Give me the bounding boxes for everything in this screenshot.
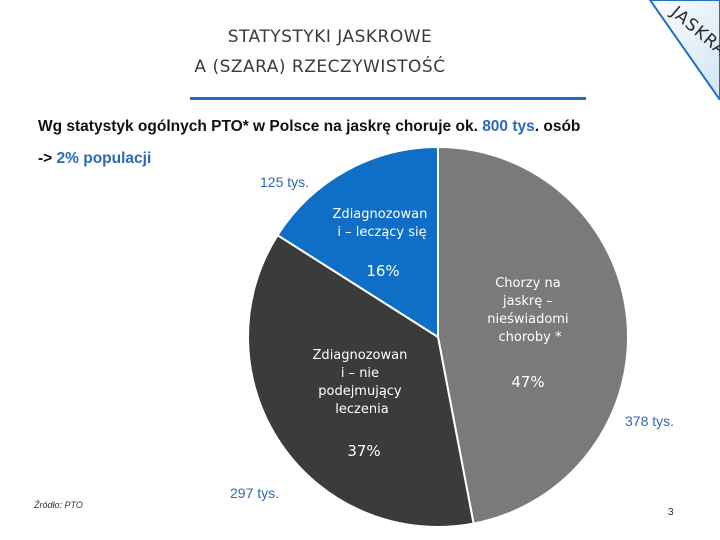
treated-label-line-2: i – leczący się — [337, 225, 426, 240]
subline: -> 2% populacji — [38, 150, 151, 168]
page-number: 3 — [668, 507, 674, 518]
unaware-count-label: 378 tys. — [625, 413, 674, 429]
unaware-label-line-3: nieświadomi — [487, 312, 568, 327]
headline-text-before: Wg statystyk ogólnych PTO* w Polsce na j… — [38, 118, 483, 135]
title-line-1: STATYSTYKI JASKROWE — [227, 27, 433, 47]
corner-badge: JASKRA — [648, 0, 720, 100]
svg-text:Zdiagnozowan i – leczący s: Zdiagnozowan i – leczący się — [333, 207, 432, 240]
unaware-label-line-4: choroby * — [499, 330, 562, 345]
title-line-2: A (SZARA) RZECZYWISTOŚĆ — [194, 57, 446, 77]
untreated-label-line-1: Zdiagnozowan — [313, 348, 408, 363]
subline-highlight: 2% populacji — [56, 150, 152, 167]
pie-slice-unaware — [437, 145, 630, 525]
unaware-percent-label: 47% — [511, 373, 544, 391]
unaware-label-line-1: Chorzy na — [495, 276, 560, 291]
headline: Wg statystyk ogólnych PTO* w Polsce na j… — [38, 118, 580, 136]
unaware-label-line-2: jaskrę – — [502, 294, 553, 309]
untreated-label-line-4: leczenia — [335, 402, 388, 417]
treated-count-label: 125 tys. — [260, 174, 309, 190]
untreated-count-label: 297 tys. — [230, 485, 279, 501]
untreated-label-line-3: podejmujący — [318, 384, 402, 399]
pie-slice-untreated — [247, 233, 475, 528]
treated-percent-label: 16% — [366, 262, 399, 280]
subline-prefix: -> — [38, 150, 57, 167]
svg-text:Zdiagnozowan i – nie p: Zdiagnozowan i – nie podejmujący leczeni… — [313, 348, 412, 417]
source-note: Źródło: PTO — [34, 500, 83, 510]
pie-slice-treated — [276, 145, 439, 339]
untreated-percent-label: 37% — [347, 442, 380, 460]
headline-highlight: 800 tys — [482, 118, 535, 135]
treated-label-line-1: Zdiagnozowan — [333, 207, 428, 222]
title-underline — [190, 97, 586, 100]
slide-title: STATYSTYKI JASKROWE A (SZARA) RZECZYWIST… — [0, 22, 720, 82]
svg-text:Chorzy na jaskrę – nie: Chorzy na jaskrę – nieświadomi choroby * — [487, 276, 572, 345]
untreated-label-line-2: i – nie — [341, 366, 379, 381]
headline-text-after: . osób — [534, 118, 581, 135]
